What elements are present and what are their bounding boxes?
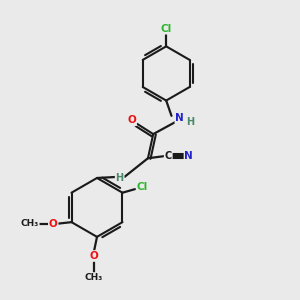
Text: Cl: Cl — [160, 24, 172, 34]
Text: N: N — [184, 151, 193, 161]
Text: H: H — [186, 117, 194, 127]
Text: O: O — [49, 219, 58, 229]
Text: O: O — [128, 115, 136, 125]
Text: O: O — [90, 251, 98, 261]
Text: C: C — [165, 151, 172, 161]
Text: N: N — [176, 113, 184, 123]
Text: CH₃: CH₃ — [85, 273, 103, 282]
Text: CH₃: CH₃ — [21, 219, 39, 228]
Text: Cl: Cl — [137, 182, 148, 192]
Text: H: H — [116, 173, 124, 183]
